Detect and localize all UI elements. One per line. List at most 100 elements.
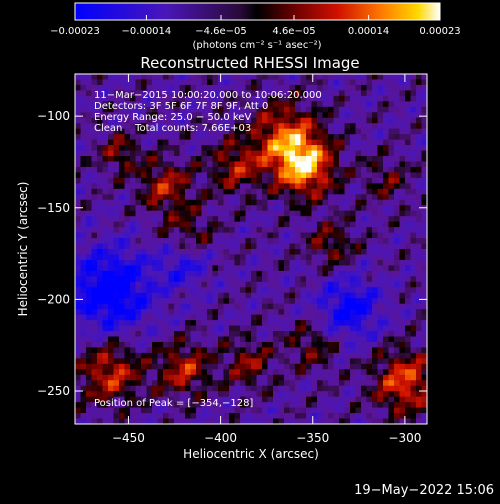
- heatmap-cell: [141, 101, 147, 108]
- heatmap-cell: [388, 199, 395, 206]
- heatmap-cell: [328, 90, 334, 97]
- heatmap-cell: [256, 84, 263, 91]
- heatmap-cell: [86, 254, 92, 261]
- heatmap-cell: [245, 363, 252, 370]
- heatmap-cell: [152, 205, 158, 212]
- heatmap-cell: [405, 402, 411, 408]
- heatmap-cell: [344, 101, 351, 108]
- heatmap-cell: [174, 314, 180, 321]
- heatmap-cell: [135, 161, 142, 168]
- heatmap-cell: [135, 402, 142, 408]
- heatmap-cell: [130, 396, 136, 403]
- heatmap-cell: [405, 336, 411, 343]
- heatmap-cell: [245, 84, 252, 91]
- heatmap-cell: [146, 128, 153, 135]
- heatmap-cell: [366, 418, 373, 425]
- heatmap-cell: [377, 243, 384, 250]
- heatmap-cell: [317, 369, 323, 376]
- heatmap-cell: [278, 128, 285, 135]
- heatmap-cell: [355, 123, 362, 130]
- heatmap-cell: [168, 199, 175, 206]
- heatmap-cell: [157, 150, 164, 157]
- heatmap-cell: [135, 90, 142, 97]
- heatmap-cell: [388, 227, 395, 233]
- heatmap-cell: [102, 413, 109, 419]
- heatmap-cell: [421, 369, 428, 376]
- heatmap-cell: [113, 331, 120, 337]
- heatmap-cell: [350, 134, 356, 141]
- heatmap-cell: [344, 352, 351, 359]
- heatmap-cell: [218, 292, 224, 299]
- heatmap-cell: [223, 177, 230, 184]
- heatmap-cell: [344, 336, 351, 343]
- heatmap-cell: [185, 413, 191, 419]
- heatmap-cell: [141, 156, 147, 162]
- heatmap-cell: [80, 238, 87, 244]
- heatmap-cell: [245, 243, 252, 250]
- heatmap-cell: [223, 150, 230, 157]
- heatmap-cell: [196, 101, 202, 108]
- heatmap-cell: [377, 352, 384, 359]
- heatmap-cell: [306, 166, 312, 173]
- heatmap-cell: [207, 314, 213, 321]
- heatmap-cell: [152, 374, 158, 381]
- heatmap-cell: [207, 418, 213, 425]
- heatmap-cell: [256, 325, 263, 332]
- heatmap-cell: [394, 287, 400, 294]
- heatmap-cell: [300, 134, 307, 141]
- heatmap-cell: [75, 391, 81, 398]
- heatmap-cell: [328, 292, 334, 299]
- heatmap-cell: [179, 402, 186, 408]
- heatmap-cell: [146, 74, 153, 80]
- heatmap-cell: [317, 161, 323, 168]
- heatmap-cell: [185, 352, 191, 359]
- heatmap-cell: [328, 183, 334, 190]
- heatmap-cell: [295, 259, 301, 266]
- heatmap-cell: [372, 183, 378, 190]
- heatmap-cell: [240, 95, 246, 102]
- heatmap-cell: [168, 221, 175, 228]
- heatmap-cell: [256, 145, 263, 151]
- heatmap-cell: [366, 254, 373, 261]
- heatmap-cell: [245, 374, 252, 381]
- heatmap-cell: [350, 74, 356, 80]
- heatmap-cell: [75, 210, 81, 217]
- heatmap-cell: [97, 380, 103, 387]
- heatmap-cell: [207, 270, 213, 277]
- heatmap-cell: [300, 117, 307, 124]
- heatmap-cell: [322, 95, 329, 102]
- heatmap-cell: [284, 227, 290, 233]
- heatmap-cell: [163, 331, 169, 337]
- heatmap-cell: [377, 134, 384, 141]
- heatmap-cell: [366, 413, 373, 419]
- heatmap-cell: [416, 265, 422, 272]
- heatmap-cell: [405, 232, 411, 239]
- heatmap-cell: [267, 391, 274, 398]
- heatmap-cell: [86, 177, 92, 184]
- heatmap-cell: [256, 183, 263, 190]
- heatmap-cell: [174, 358, 180, 365]
- heatmap-cell: [86, 156, 92, 162]
- heatmap-cell: [201, 402, 208, 408]
- heatmap-cell: [405, 199, 411, 206]
- heatmap-cell: [196, 95, 202, 102]
- heatmap-cell: [251, 183, 257, 190]
- heatmap-cell: [97, 352, 103, 359]
- heatmap-cell: [146, 320, 153, 326]
- heatmap-cell: [416, 341, 422, 348]
- heatmap-cell: [256, 358, 263, 365]
- heatmap-cell: [328, 221, 334, 228]
- heatmap-cell: [328, 265, 334, 272]
- heatmap-cell: [80, 123, 87, 130]
- heatmap-cell: [240, 314, 246, 321]
- heatmap-cell: [163, 199, 169, 206]
- heatmap-cell: [295, 396, 301, 403]
- heatmap-cell: [124, 309, 131, 316]
- heatmap-cell: [394, 84, 400, 91]
- heatmap-cell: [124, 156, 131, 162]
- heatmap-cell: [146, 309, 153, 316]
- heatmap-cell: [256, 402, 263, 408]
- heatmap-cell: [223, 292, 230, 299]
- heatmap-cell: [284, 407, 290, 414]
- heatmap-cell: [207, 194, 213, 201]
